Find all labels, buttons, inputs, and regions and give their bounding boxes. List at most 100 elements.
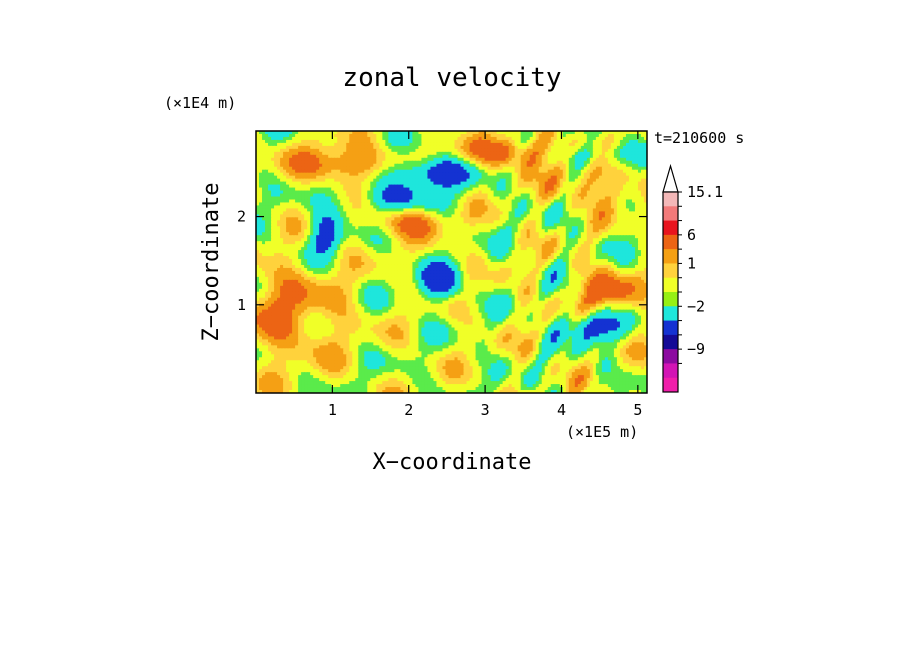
contour-cell: [283, 154, 287, 159]
contour-cell: [526, 169, 531, 174]
contour-cell: [574, 139, 579, 144]
contour-cell: [556, 232, 561, 236]
contour-cell: [640, 139, 645, 144]
contour-cell: [472, 157, 477, 162]
contour-cell: [526, 232, 531, 236]
contour-cell: [622, 139, 627, 144]
contour-cell: [604, 208, 609, 212]
contour-cell: [391, 136, 395, 141]
contour-cell: [625, 187, 630, 192]
contour-cell: [496, 205, 501, 210]
contour-cell: [568, 145, 573, 150]
contour-cell: [526, 235, 531, 239]
contour-cell: [421, 136, 426, 141]
contour-cell: [418, 145, 423, 150]
contour-cell: [340, 154, 344, 159]
contour-cell: [439, 157, 444, 162]
contour-cell: [559, 163, 564, 168]
contour-cell: [484, 145, 489, 150]
contour-cell: [532, 145, 537, 150]
contour-cell: [331, 166, 335, 171]
contour-cell: [298, 131, 302, 135]
contour-cell: [547, 139, 552, 144]
contour-cell: [544, 175, 549, 180]
contour-cell: [301, 157, 305, 162]
contour-cell: [376, 166, 380, 171]
contour-cell: [298, 151, 302, 156]
contour-cell: [433, 211, 438, 215]
contour-cell: [562, 151, 567, 156]
contour-cell: [637, 148, 642, 153]
contour-cell: [304, 205, 308, 210]
contour-cell: [346, 220, 350, 224]
contour-cell: [496, 178, 501, 183]
contour-cell: [274, 133, 278, 138]
contour-cell: [469, 187, 474, 192]
contour-cell: [319, 193, 323, 198]
contour-cell: [436, 211, 441, 215]
contour-cell: [445, 142, 450, 147]
contour-cell: [574, 202, 579, 207]
contour-cell: [553, 166, 558, 171]
contour-cell: [397, 214, 401, 218]
contour-cell: [622, 151, 627, 156]
contour-cell: [502, 193, 507, 198]
contour-cell: [427, 211, 432, 215]
contour-cell: [439, 223, 444, 227]
contour-cell: [478, 151, 483, 156]
contour-cell: [283, 172, 287, 177]
contour-cell: [280, 169, 284, 174]
contour-cell: [505, 139, 510, 144]
contour-cell: [559, 190, 564, 195]
contour-cell: [376, 238, 380, 242]
contour-cell: [535, 133, 540, 138]
contour-cell: [478, 139, 483, 144]
contour-cell: [643, 157, 647, 162]
contour-cell: [262, 145, 266, 150]
contour-cell: [622, 202, 627, 207]
contour-cell: [406, 217, 410, 221]
contour-cell: [448, 157, 453, 162]
contour-cell: [367, 154, 371, 159]
contour-cell: [631, 208, 636, 212]
contour-cell: [295, 169, 299, 174]
contour-cell: [511, 202, 516, 207]
contour-cell: [499, 178, 504, 183]
contour-cell: [526, 157, 531, 162]
contour-cell: [337, 172, 341, 177]
contour-cell: [487, 223, 492, 227]
contour-cell: [466, 169, 471, 174]
contour-cell: [553, 202, 558, 207]
contour-cell: [346, 163, 350, 168]
contour-cell: [559, 217, 564, 221]
contour-cell: [319, 148, 323, 153]
contour-cell: [289, 226, 293, 230]
contour-cell: [580, 226, 585, 230]
contour-cell: [283, 229, 287, 233]
contour-cell: [637, 184, 642, 189]
contour-cell: [592, 232, 597, 236]
contour-cell: [529, 131, 534, 135]
contour-cell: [400, 169, 404, 174]
contour-cell: [487, 235, 492, 239]
contour-cell: [412, 205, 417, 210]
contour-cell: [514, 232, 519, 236]
contour-cell: [577, 181, 582, 186]
contour-cell: [538, 166, 543, 171]
contour-cell: [577, 190, 582, 195]
contour-cell: [565, 166, 570, 171]
contour-cell: [415, 160, 420, 165]
contour-cell: [460, 160, 465, 165]
contour-cell: [559, 208, 564, 212]
contour-cell: [553, 196, 558, 201]
contour-cell: [616, 196, 621, 201]
contour-cell: [445, 202, 450, 207]
contour-cell: [265, 196, 269, 201]
contour-cell: [571, 169, 576, 174]
contour-cell: [517, 142, 522, 147]
contour-cell: [277, 142, 281, 147]
contour-cell: [262, 139, 266, 144]
contour-cell: [295, 205, 299, 210]
contour-cell: [541, 235, 546, 239]
contour-cell: [505, 169, 510, 174]
